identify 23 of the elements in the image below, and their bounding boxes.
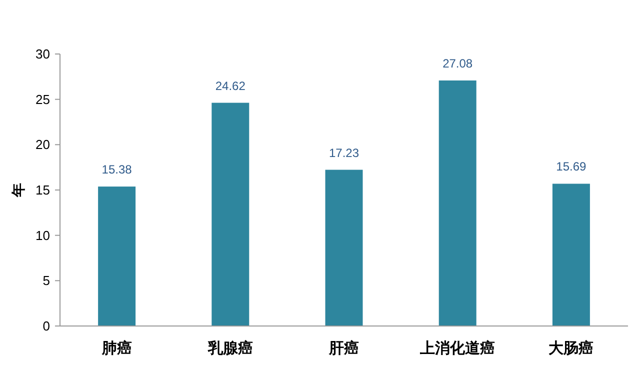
data-label: 24.62	[215, 78, 246, 93]
x-tick-label: 肺癌	[100, 339, 132, 357]
bar	[438, 80, 476, 326]
y-tick-label: 5	[42, 273, 50, 288]
x-tick-label: 上消化道癌	[419, 339, 496, 357]
y-tick-label: 30	[36, 46, 50, 62]
y-tick-label: 15	[36, 182, 50, 198]
x-tick-label: 大肠癌	[548, 339, 594, 357]
bar	[552, 184, 590, 326]
data-label: 15.69	[556, 160, 587, 174]
data-label: 17.23	[328, 146, 360, 160]
data-label: 27.08	[442, 56, 473, 70]
bar	[212, 102, 250, 326]
y-tick-label: 20	[36, 137, 50, 152]
y-tick-label: 0	[42, 318, 50, 334]
data-label: 15.38	[102, 162, 132, 177]
y-tick-label: 25	[36, 92, 50, 107]
x-tick-label: 肝癌	[328, 339, 359, 357]
y-tick-label: 10	[36, 228, 50, 243]
y-axis-title: 年	[10, 183, 26, 198]
bar	[325, 170, 363, 326]
x-tick-label: 乳腺癌	[206, 339, 253, 357]
bar	[98, 186, 136, 326]
